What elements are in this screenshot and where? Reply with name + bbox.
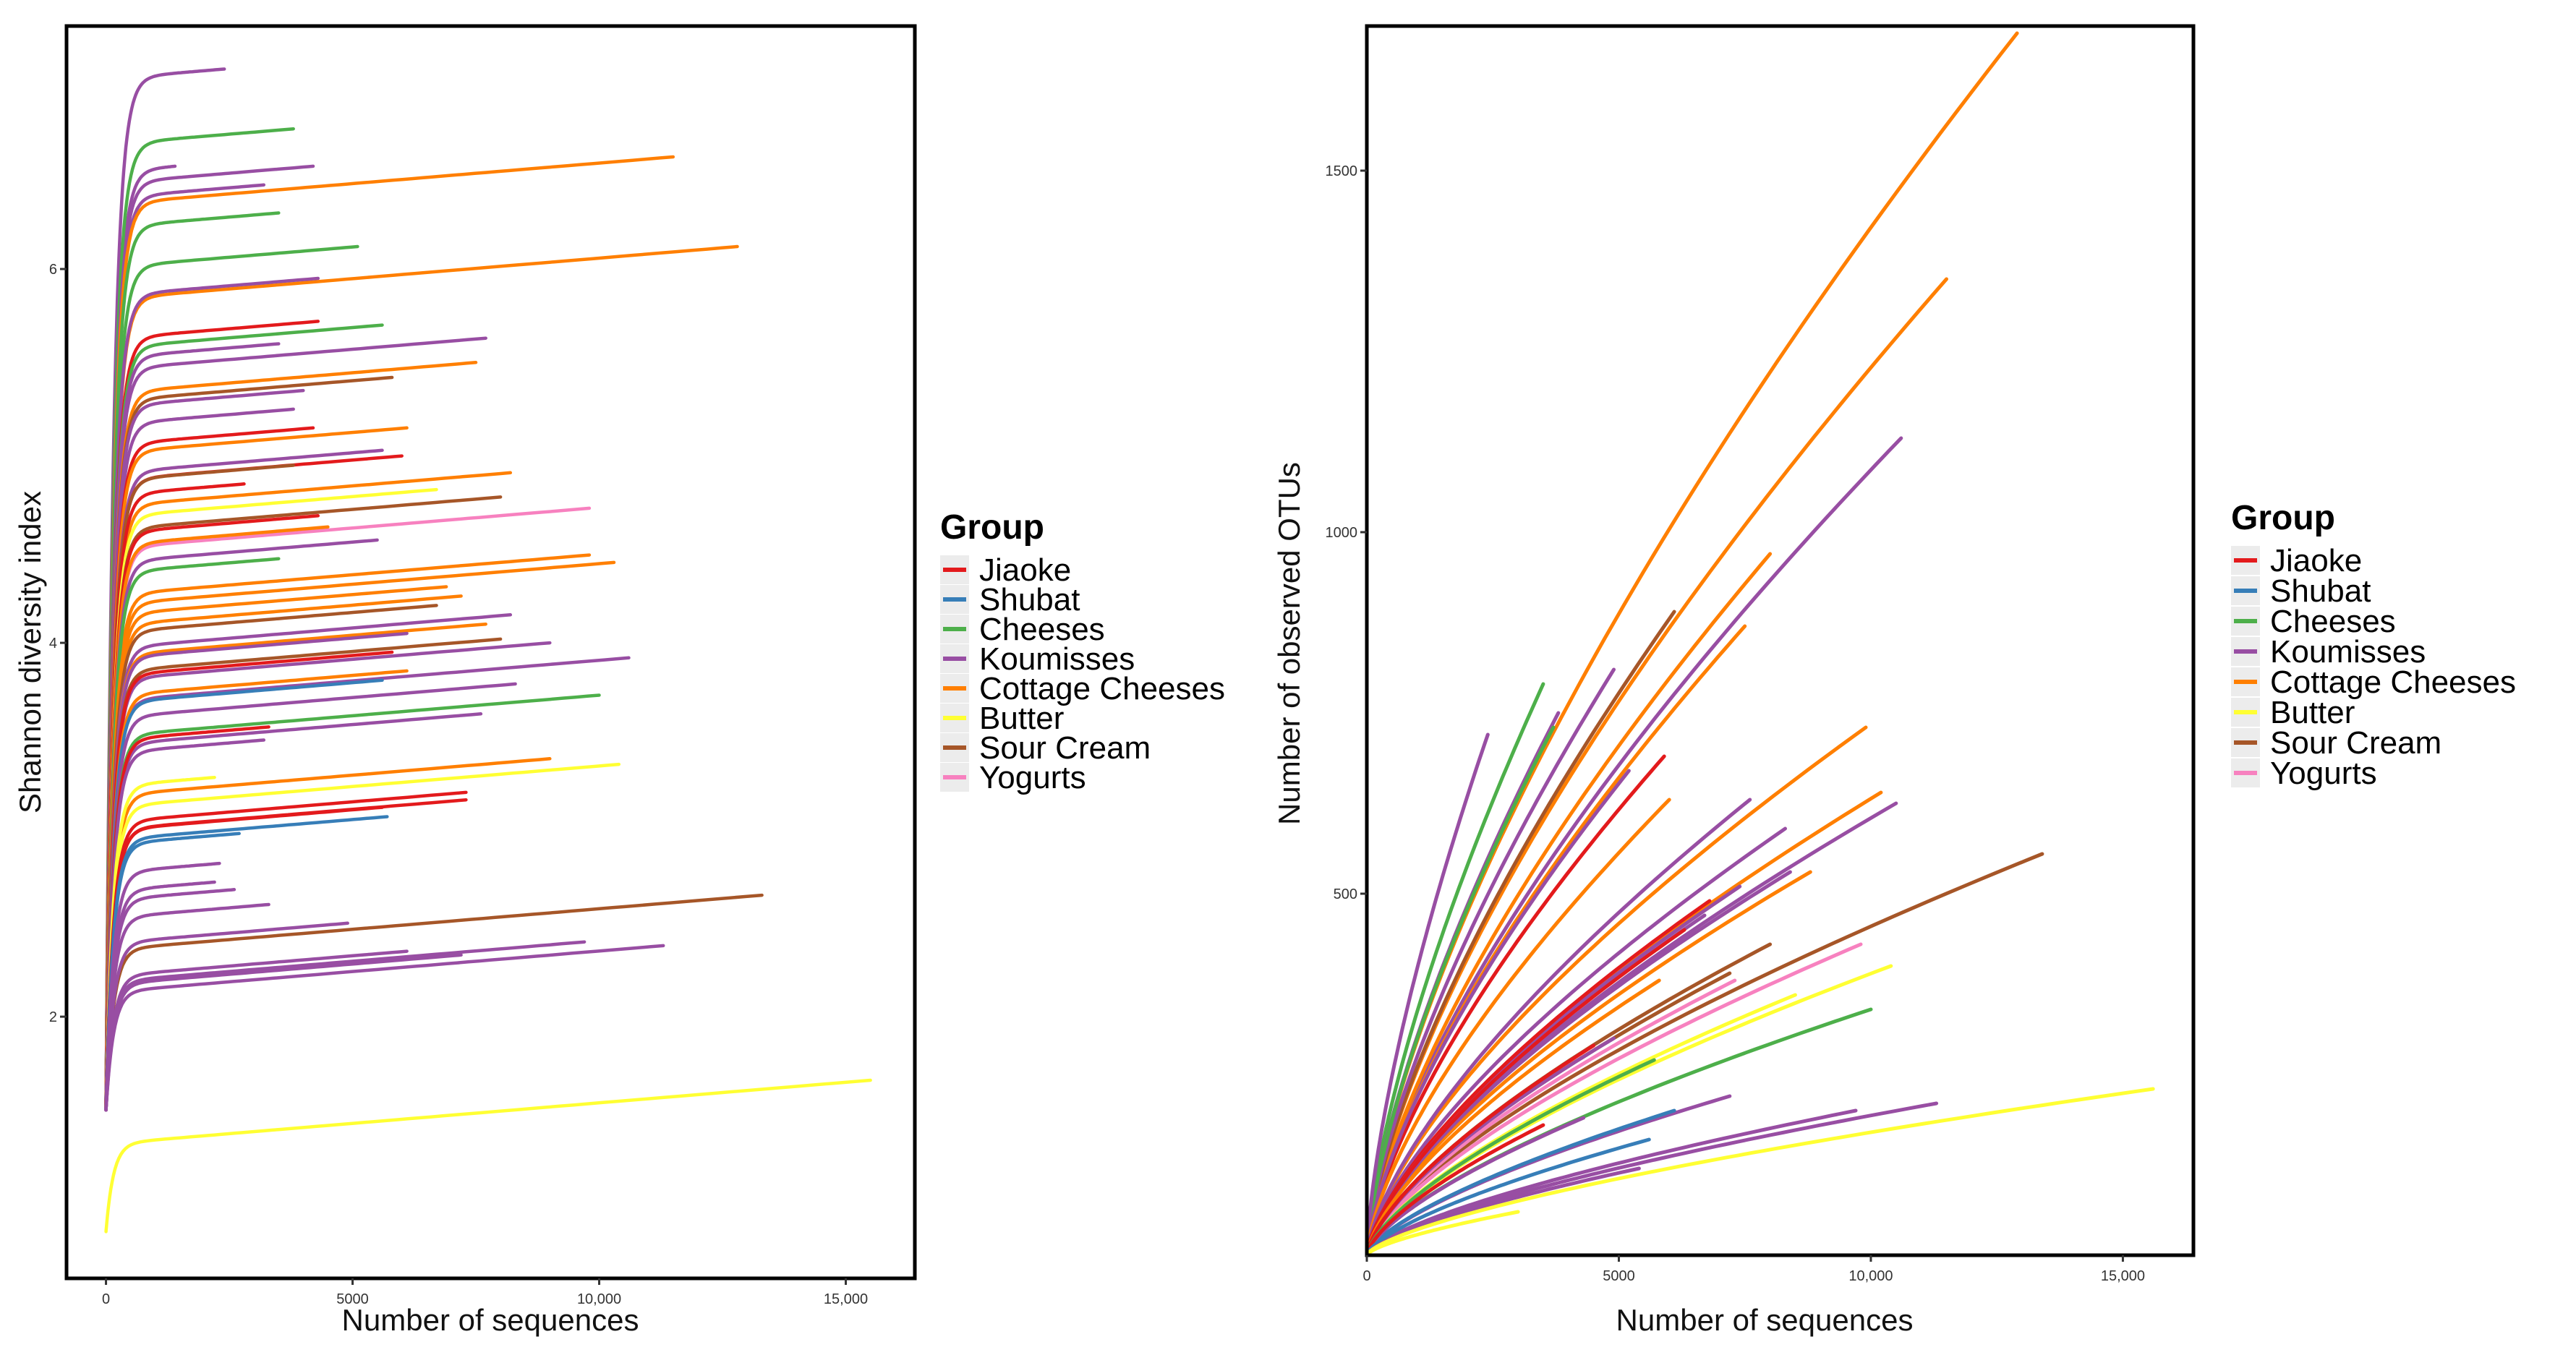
otu-curves (1365, 31, 2155, 1257)
shannon-curves (104, 67, 872, 1234)
y-tick-label: 1500 (1326, 163, 1358, 179)
curve-jiaoke-42 (104, 650, 394, 1112)
x-tick-label: 10,000 (577, 1291, 621, 1307)
legend-title: Group (940, 508, 1044, 547)
legend-label-koumisses: Koumisses (979, 641, 1135, 677)
curve-sour-cream-62 (104, 893, 764, 1112)
shannon-y-axis-title: Shannon diversity index (13, 491, 47, 813)
legend-label-yogurts: Yogurts (979, 760, 1086, 795)
x-tick-label: 10,000 (1848, 1268, 1893, 1284)
curve-butter-46 (1365, 1210, 1520, 1257)
curve-shubat-45 (104, 678, 384, 1112)
shannon-panel: 0 5000 10,000 15,000 2 4 6 Number of sequences… (13, 24, 917, 1337)
legend-label-sour-cream: Sour Cream (979, 730, 1151, 766)
shannon-legend: Group JiaokeShubatCheesesKoumissesCottage… (940, 508, 1225, 795)
otu-x-axis-title: Number of sequences (1616, 1303, 1914, 1337)
legend-label-shubat: Shubat (2270, 573, 2371, 609)
curve-cheeses-47 (104, 693, 601, 1112)
otu-legend: Group JiaokeShubatCheesesKoumissesCottage… (2231, 499, 2516, 791)
legend-label-butter: Butter (2270, 695, 2355, 730)
x-tick-label: 0 (1362, 1268, 1370, 1284)
curve-butter-45 (1365, 1087, 2155, 1257)
x-tick-label: 5000 (1603, 1268, 1635, 1284)
x-tick-label: 15,000 (824, 1291, 868, 1307)
curve-butter-69 (104, 1078, 872, 1234)
legend-label-cheeses: Cheeses (2270, 604, 2396, 639)
otu-y-axis-title: Number of observed OTUs (1272, 462, 1306, 825)
y-tick-label: 2 (49, 1009, 57, 1025)
shannon-plot-border (64, 24, 917, 1281)
curve-jiaoke-42 (1365, 1123, 1545, 1257)
x-tick-label: 15,000 (2101, 1268, 2145, 1284)
otu-plot-border (1365, 24, 2196, 1257)
otu-panel: 0 5000 10,000 15,000 500 1000 1500 Number of s… (1272, 24, 2196, 1337)
x-tick-label: 5000 (336, 1291, 369, 1307)
y-tick-label: 500 (1334, 886, 1357, 902)
y-tick-label: 6 (49, 262, 57, 278)
curve-koumisses-68 (104, 953, 463, 1112)
legend-label-koumisses: Koumisses (2270, 634, 2426, 670)
legend-label-jiaoke: Jiaoke (2270, 543, 2362, 578)
legend-label-cottage-cheeses: Cottage Cheeses (2270, 664, 2516, 700)
curve-cottage-cheeses-29 (104, 525, 330, 1112)
curve-koumisses-12 (104, 336, 487, 1112)
curve-koumisses-67 (104, 949, 409, 1112)
legend-label-sour-cream: Sour Cream (2270, 725, 2441, 761)
legend-label-cottage-cheeses: Cottage Cheeses (979, 671, 1225, 706)
otu-ticks: 0 5000 10,000 15,000 500 1000 1500 (1326, 163, 2146, 1284)
legend-label-jiaoke: Jiaoke (979, 552, 1071, 588)
curve-cottage-cheeses-7 (104, 244, 739, 1112)
shannon-ticks: 0 5000 10,000 15,000 2 4 6 (49, 262, 868, 1307)
legend-title: Group (2231, 499, 2335, 537)
curve-koumisses-11 (1365, 732, 1490, 1257)
shannon-x-axis-title: Number of sequences (342, 1303, 639, 1337)
curve-koumisses-20 (104, 448, 384, 1112)
curve-jiaoke-56 (104, 805, 384, 1112)
legend-label-butter: Butter (979, 701, 1064, 736)
y-tick-label: 1000 (1326, 525, 1358, 541)
curve-koumisses-65 (104, 940, 587, 1112)
legend-label-shubat: Shubat (979, 582, 1080, 617)
legend-label-yogurts: Yogurts (2270, 756, 2377, 791)
x-tick-label: 0 (102, 1291, 110, 1307)
curve-koumisses-64 (104, 921, 349, 1112)
legend-label-cheeses: Cheeses (979, 612, 1105, 647)
y-tick-label: 4 (49, 636, 57, 651)
